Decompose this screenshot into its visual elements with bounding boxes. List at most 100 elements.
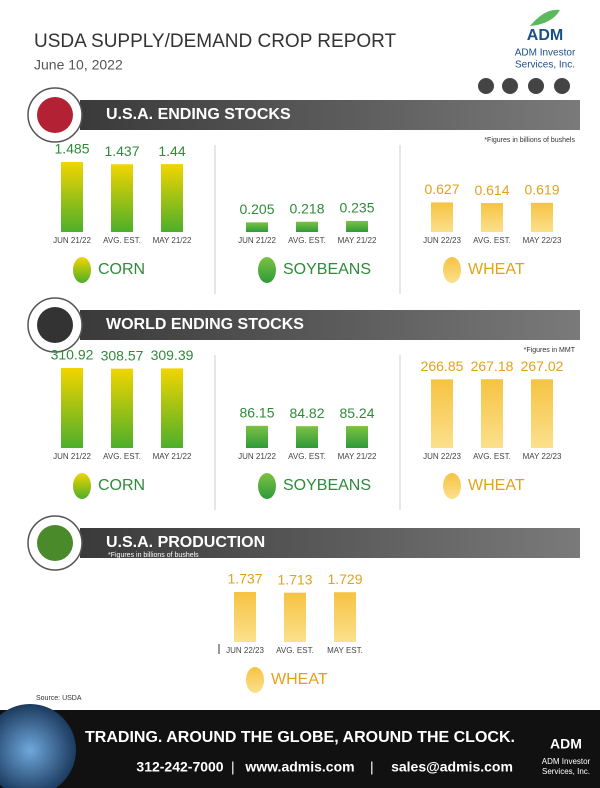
section-title: U.S.A. PRODUCTION: [106, 534, 265, 551]
bar: [61, 162, 83, 232]
bar-value: 309.39: [151, 347, 194, 363]
bar-label: AVG. EST.: [288, 452, 326, 461]
bar: [346, 426, 368, 448]
bar: [161, 164, 183, 232]
crop-icon: [258, 473, 276, 499]
bar-value: 267.02: [521, 358, 564, 374]
social-icons: [478, 78, 570, 94]
email[interactable]: sales@admis.com: [391, 759, 513, 775]
section-icon-inner: [37, 307, 73, 343]
bar: [334, 592, 356, 642]
footer-band: [0, 710, 600, 788]
phone: 312-242-7000: [136, 759, 223, 775]
bar-value: 267.18: [471, 358, 514, 374]
bar: [346, 220, 368, 232]
bar-value: 0.235: [339, 200, 374, 216]
tagline: TRADING. AROUND THE GLOBE, AROUND THE CL…: [85, 729, 515, 746]
globe-image: [0, 704, 76, 788]
bar: [111, 368, 133, 448]
bar-label: AVG. EST.: [473, 452, 511, 461]
bar-value: 84.82: [289, 405, 324, 421]
bar-label: MAY 21/22: [153, 452, 192, 461]
bar-label: MAY 22/23: [523, 452, 562, 461]
bar-label: MAY 21/22: [153, 236, 192, 245]
crop-icon: [258, 257, 276, 283]
bar: [296, 221, 318, 232]
bar-value: 1.44: [158, 143, 185, 159]
section-note: *Figures in MMT: [524, 347, 576, 354]
report-date: June 10, 2022: [34, 57, 123, 73]
bar: [111, 164, 133, 232]
report-title: USDA SUPPLY/DEMAND CROP REPORT: [34, 31, 397, 52]
bar-value: 0.614: [474, 182, 509, 198]
crop-name: WHEAT: [468, 477, 525, 494]
section-icon-inner: [37, 525, 73, 561]
bar: [161, 368, 183, 448]
footer-company: Services, Inc.: [542, 767, 590, 776]
section-icon-inner: [37, 97, 73, 133]
section-title: WORLD ENDING STOCKS: [106, 316, 304, 333]
bar-value: 85.24: [339, 405, 374, 421]
bar-value: 0.218: [289, 200, 324, 216]
bar-label: JUN 22/23: [423, 452, 461, 461]
crop-name: SOYBEANS: [283, 477, 371, 494]
website[interactable]: www.admis.com: [244, 759, 354, 775]
bar-value: 1.485: [54, 141, 89, 157]
separator: |: [370, 759, 374, 775]
bar-label: AVG. EST.: [288, 236, 326, 245]
crop-name: CORN: [98, 261, 145, 278]
facebook-icon[interactable]: [478, 78, 494, 94]
bar: [61, 368, 83, 448]
crop-name: WHEAT: [468, 261, 525, 278]
bar-value: 1.437: [104, 143, 139, 159]
bar-label: AVG. EST.: [103, 452, 141, 461]
footer-company: ADM Investor: [542, 757, 591, 766]
bar: [481, 379, 503, 448]
crop-icon: [246, 667, 264, 693]
bar-value: 1.729: [327, 571, 362, 587]
crop-icon: [443, 473, 461, 499]
bar: [431, 202, 453, 232]
crop-icon: [73, 257, 91, 283]
section-banner: [80, 100, 580, 130]
bar-value: 0.627: [424, 181, 459, 197]
bar-value: 0.619: [524, 182, 559, 198]
crop-icon: [73, 473, 91, 499]
bar-label: MAY 21/22: [338, 236, 377, 245]
source-note: Source: USDA: [36, 695, 82, 702]
bar: [234, 592, 256, 642]
linkedin-icon[interactable]: [528, 78, 544, 94]
bar-value: 1.713: [277, 571, 312, 587]
bar-label: AVG. EST.: [276, 646, 314, 655]
company-line: ADM Investor: [515, 48, 576, 59]
twitter-icon[interactable]: [502, 78, 518, 94]
bar-label: JUN 21/22: [238, 452, 276, 461]
bar-label: JUN 21/22: [53, 452, 91, 461]
bar-label: AVG. EST.: [103, 236, 141, 245]
section-note: *Figures in billions of bushels: [108, 552, 199, 559]
bar-value: 0.205: [239, 201, 274, 217]
company-line: Services, Inc.: [515, 60, 575, 71]
crop-icon: [443, 257, 461, 283]
bar-label: JUN 22/23: [423, 236, 461, 245]
section-note: *Figures in billions of bushels: [484, 137, 575, 144]
youtube-icon[interactable]: [554, 78, 570, 94]
bar-label: JUN 21/22: [238, 236, 276, 245]
bar-label: JUN 22/23: [226, 646, 264, 655]
bar-label: MAY 22/23: [523, 236, 562, 245]
bar: [481, 203, 503, 232]
bar-label: MAY 21/22: [338, 452, 377, 461]
crop-name: CORN: [98, 477, 145, 494]
section-title: U.S.A. ENDING STOCKS: [106, 106, 291, 123]
footer-logo: ADM: [550, 736, 582, 752]
logo: ADM: [527, 27, 563, 44]
section-banner: [80, 528, 580, 558]
bar-value: 266.85: [421, 358, 464, 374]
logo-leaf: [530, 9, 560, 26]
bar: [296, 426, 318, 448]
bar-value: 308.57: [101, 347, 144, 363]
bar: [246, 425, 268, 448]
bar-value: 1.737: [227, 571, 262, 587]
crop-name: SOYBEANS: [283, 261, 371, 278]
